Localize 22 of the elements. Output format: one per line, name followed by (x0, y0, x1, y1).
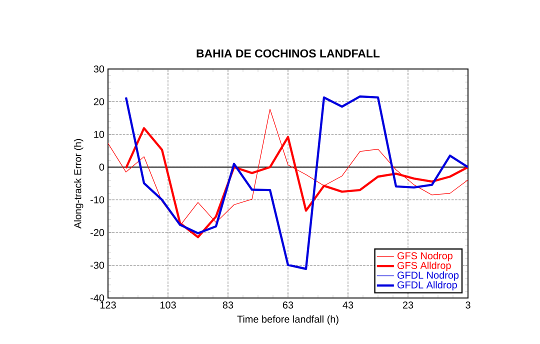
x-tick-label: 3 (466, 302, 470, 309)
legend-label: GFS Alldrop (398, 262, 451, 271)
y-tick-label: 0 (99, 164, 104, 171)
x-tick-label: 103 (160, 302, 176, 309)
x-tick-label: 23 (402, 302, 414, 309)
x-tick-label: 63 (282, 302, 294, 309)
chart-title: BAHIA DE COCHINOS LANDFALL (196, 49, 380, 58)
legend-label: GFDL Nodrop (398, 271, 459, 281)
y-tick-label: 30 (94, 65, 104, 73)
y-tick-label: -10 (90, 196, 104, 204)
y-tick-label: 20 (94, 98, 104, 106)
y-tick-label: -30 (90, 262, 104, 269)
y-tick-label: -40 (90, 294, 104, 302)
y-tick-label: -20 (90, 229, 104, 236)
legend-label: GFDL Alldrop (398, 281, 457, 290)
y-axis-title: Along-track Error (h) (74, 139, 84, 229)
x-axis-title: Time before landfall (h) (237, 315, 338, 325)
x-tick-label: 83 (222, 302, 234, 309)
y-tick-label: 10 (94, 130, 104, 138)
legend-label: GFS Nodrop (398, 252, 452, 262)
x-tick-label: 43 (342, 302, 354, 309)
x-tick-label: 123 (100, 302, 116, 309)
